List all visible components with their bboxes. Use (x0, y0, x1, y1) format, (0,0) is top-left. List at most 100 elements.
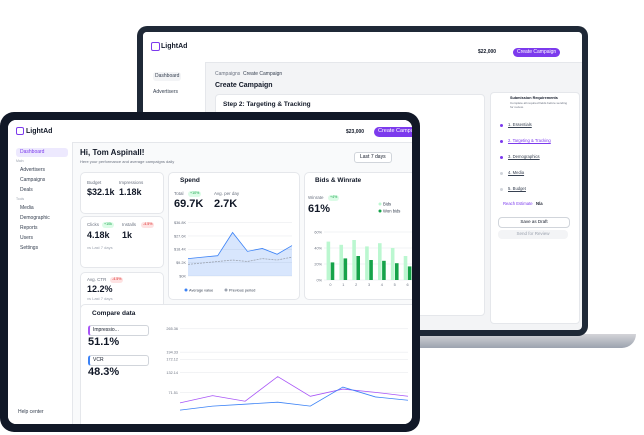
metric-value: 48.3% (88, 366, 120, 378)
bar (403, 256, 408, 280)
legend-swatch (224, 288, 228, 292)
save-draft-button[interactable]: Save as Draft (498, 217, 570, 228)
subtitle: Here your performance and average campai… (80, 159, 175, 164)
installs-value: 1k (122, 230, 133, 240)
avg-label: Avg. per day (214, 191, 240, 196)
line (187, 231, 293, 259)
nav-item[interactable]: Media (20, 205, 34, 211)
step-item[interactable]: 3. Demographics (508, 154, 540, 159)
create-button[interactable]: Create Campaign (513, 48, 561, 57)
requirements-panel (490, 92, 580, 324)
y-tick-label: 194.33 (166, 350, 178, 354)
bar (407, 266, 412, 280)
brand: LightAd (26, 128, 53, 135)
line (187, 256, 293, 265)
top-bar (8, 120, 412, 143)
nav-item[interactable]: Demographic (20, 215, 50, 221)
metric-select[interactable]: VCR (88, 355, 149, 366)
nav-section: Tools (16, 197, 25, 201)
impressions-value: 1.18k (119, 187, 142, 197)
step-item[interactable]: 2. Targeting & Tracking (508, 138, 551, 143)
ctr-label: Avg. CTR (87, 277, 107, 282)
step-item[interactable]: 5. Budget (508, 186, 526, 191)
legend-label: Average value (189, 288, 213, 292)
x-tick-label: 2 (355, 283, 357, 287)
step-dot (500, 140, 503, 143)
nav-item[interactable]: Users (20, 235, 34, 241)
legend-swatch (184, 288, 188, 292)
help-link[interactable]: Help center (18, 409, 44, 415)
winrate-label: Winrate (308, 195, 324, 200)
nav-item[interactable]: Advertisers (153, 89, 179, 95)
step-item[interactable]: 1. Essentials (508, 122, 532, 127)
line (179, 376, 409, 404)
step-item[interactable]: 4. Media (508, 170, 525, 175)
top-bar (143, 32, 582, 63)
clicks-value: 4.18k (87, 230, 110, 240)
requirements-title: Submission Requirements (510, 96, 558, 100)
spend-chart: $0K $9.2K $18.4K $27.6K $36.8K Average value P… (174, 221, 293, 292)
nav-item[interactable]: Campaigns (20, 177, 46, 183)
x-tick-label: 6 (407, 283, 409, 287)
line (179, 386, 409, 411)
bar (378, 243, 382, 280)
nav-item[interactable]: Reports (20, 225, 38, 231)
page-title: Create Campaign (215, 82, 273, 89)
x-tick-label: 5 (394, 283, 396, 287)
legend-label: Previous period (229, 288, 255, 292)
y-tick-label: 20% (314, 262, 322, 266)
nav-section: Main (16, 159, 24, 163)
total-label: Total (174, 191, 184, 196)
y-tick-label: 172.12 (166, 358, 178, 362)
step-dot (500, 172, 503, 175)
bar (339, 244, 344, 280)
y-tick-label: $9.2K (176, 261, 186, 265)
range-select[interactable]: Last 7 days (354, 152, 392, 163)
nav-item[interactable]: Advertisers (20, 167, 46, 173)
reach-value: N/a (536, 201, 543, 206)
bar (352, 240, 356, 280)
y-tick-label: 265.36 (166, 327, 178, 331)
x-tick-label: 1 (342, 283, 344, 287)
winrate-badge: +4% (328, 195, 340, 201)
reach-label: Reach Estimate (503, 201, 533, 206)
impressions-label: Impressions (119, 180, 144, 185)
nav-item[interactable]: Dashboard (16, 148, 68, 157)
metric-value: 51.1% (88, 336, 120, 348)
clicks-label: Clicks (87, 222, 99, 227)
logo-icon (151, 42, 160, 51)
y-tick-label: 0% (317, 278, 323, 282)
legend-swatch (378, 209, 382, 213)
winrate-value: 61% (308, 203, 331, 215)
bar (390, 248, 395, 280)
breadcrumb-current: Create Campaign (243, 71, 283, 77)
y-tick-label: 60% (314, 230, 322, 234)
greeting: Hi, Tom Aspinall! (80, 148, 145, 157)
bids-chart: 0% 20% 40% 60% 0 1 2 3 4 5 6 Bids Won bids (314, 201, 412, 287)
installs-label: Installs (122, 222, 137, 227)
create-button[interactable]: Create Campaign (374, 127, 412, 137)
step-dot (500, 124, 503, 127)
total-value: 69.7K (174, 198, 204, 210)
metric-select[interactable]: Impressio... (88, 325, 149, 336)
nav-item[interactable]: Deals (20, 187, 33, 193)
budget-card (80, 172, 164, 214)
bar (394, 263, 399, 280)
y-tick-label: 132.14 (166, 371, 178, 375)
balance: $23,000 (346, 129, 365, 135)
bar (343, 258, 348, 280)
legend-label: Won bids (383, 208, 400, 213)
y-tick-label: 40% (314, 246, 322, 250)
budget-value: $32.1k (87, 187, 115, 197)
nav-item[interactable]: Dashboard (153, 72, 182, 81)
nav-item[interactable]: Settings (20, 245, 39, 251)
y-tick-label: $18.4K (174, 248, 187, 252)
send-review-button[interactable]: Send for Review (498, 230, 568, 239)
ctr-badge: -4.5% (110, 277, 124, 283)
step-dot (500, 156, 503, 159)
tablet-screen: LightAd Help center $23,000 Create Campa… (8, 120, 412, 424)
breadcrumb-parent[interactable]: Campaigns (215, 71, 241, 77)
y-tick-label: $36.8K (174, 221, 187, 225)
legend-label: Bids (383, 201, 391, 206)
x-tick-label: 0 (329, 283, 331, 287)
